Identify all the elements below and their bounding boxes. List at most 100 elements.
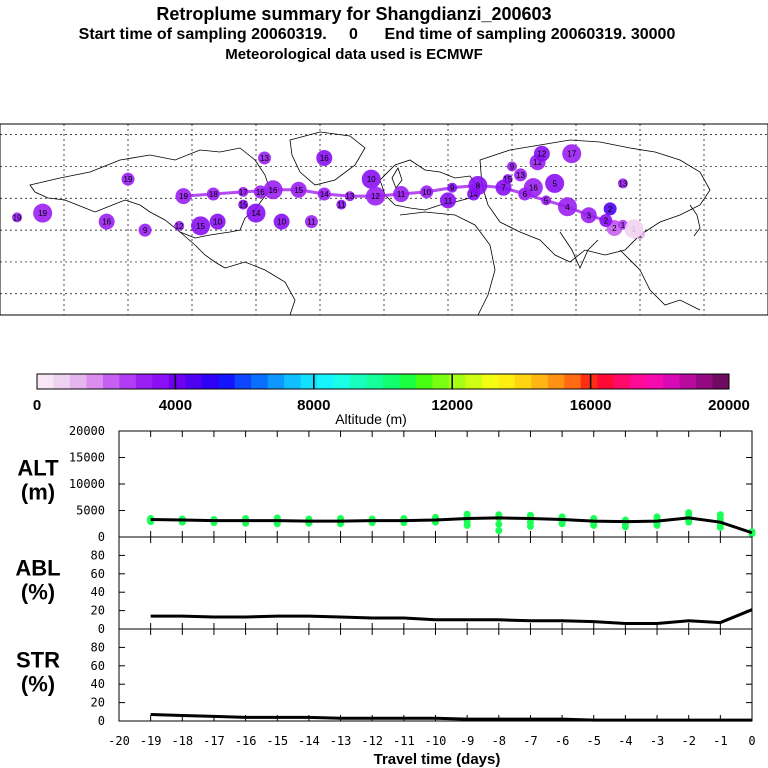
plume-marker-label: 18 [209,190,218,199]
plume-marker-label: 19 [179,192,188,201]
alt-scatter-point [495,520,503,528]
x-tick-label: -19 [140,734,162,748]
plume-marker [263,180,283,200]
plume-marker-label: 19 [38,209,47,218]
plume-marker [316,149,333,166]
alt-scatter-point [463,521,471,529]
plume-marker [495,179,512,196]
panel-alt: 0 5000 10000 15000 20000 ALT(m) [17,424,756,544]
south-america-outline [224,261,296,315]
colorbar-swatch [185,374,203,389]
colorbar-swatch [646,374,664,389]
colorbar-swatch [350,374,368,389]
asia-outline [479,139,711,263]
y-tick-label: 60 [91,567,105,581]
india-outline [559,231,599,269]
x-tick-label: -20 [108,734,130,748]
plume-marker-label: 9 [450,184,455,193]
alt-scatter-point [685,518,693,526]
alt-scatter-point [653,521,661,529]
plume-marker-label: 17 [567,150,576,159]
plume-marker-label: 13 [345,192,354,201]
colorbar-swatch [481,374,499,389]
greenland-outline [289,131,366,186]
y-tick-label: 20 [91,696,105,710]
panel-ylabel-top: ALT [17,456,59,481]
plume-marker [514,168,528,182]
y-tick-label: 80 [91,548,105,562]
plume-marker-label: 14 [469,190,478,199]
plume-marker [365,186,385,206]
colorbar-tick-label: 0 [33,397,41,414]
y-tick-label: 80 [91,640,105,654]
plume-marker-label: 16 [256,188,265,197]
panel-ylabel-bottom: (%) [21,580,55,605]
colorbar-swatch [679,374,697,389]
plume-marker-label: 9 [143,226,148,235]
panel-ylabel-top: STR [16,648,60,673]
plume-marker-label: 14 [252,209,261,218]
plume-marker [273,213,290,230]
uk-outline [391,167,403,189]
panel-ylabel-bottom: (m) [21,480,55,505]
plume-marker-label: 12 [533,158,542,167]
colorbar-swatch [119,374,137,389]
plume-marker [238,199,249,210]
sampling-time-line: Start time of sampling 20060319. 0 End t… [78,26,676,43]
plume-marker-label: 16 [102,218,111,227]
alt-scatter-point [716,523,724,531]
colorbar-swatch [37,374,54,389]
x-axis-label: Travel time (days) [374,751,501,768]
x-tick-label: -14 [298,734,320,748]
colorbar-swatch [168,374,186,389]
southeast-asia-outline [619,249,701,311]
plume-marker-label: 12 [537,150,546,159]
x-tick-label: -18 [171,734,193,748]
plume-marker [209,213,226,230]
plume-marker [420,185,434,199]
plume-marker-label: 13 [618,179,627,188]
plume-marker [121,172,135,186]
y-tick-label: 60 [91,659,105,673]
plume-marker [246,203,266,223]
alt-scatter-point [621,523,629,531]
plume-marker-label: 14 [320,190,329,199]
y-tick-label: 15000 [69,451,105,465]
colorbar-swatch [547,374,565,389]
plume-marker [447,182,458,193]
plume-marker-label: 19 [124,175,133,184]
alt-scatter-point [590,521,598,529]
y-tick-label: 5000 [76,504,105,518]
x-tick-label: -16 [235,734,257,748]
colorbar-swatch [69,374,87,389]
africa-outline [399,211,496,315]
plume-marker [617,178,628,189]
plume-marker-label: 11 [397,190,406,199]
plume-marker-label: 10 [277,218,286,227]
plume-marker [603,202,617,216]
plume-marker [533,145,550,162]
colorbar-swatch [564,374,582,389]
colorbar-swatch [53,374,71,389]
x-tick-label: -9 [460,734,474,748]
x-tick-label: -13 [330,734,352,748]
plume-marker-label: 5 [552,179,557,188]
x-tick-label: -5 [587,734,601,748]
plume-marker [304,215,318,229]
plume-marker [253,185,267,199]
plume-marker-label: 3 [587,211,592,220]
panel-ylabel-top: ABL [15,556,60,581]
plume-marker-label: 11 [307,218,316,227]
plume-marker-label: 10 [422,188,431,197]
plume-marker [98,213,115,230]
panel-frame [118,628,753,722]
plume-marker [12,212,23,223]
plume-marker [545,173,565,193]
x-tick-label: -7 [523,734,537,748]
plume-marker [206,187,220,201]
colorbar-swatch [531,374,549,389]
x-tick-label: 0 [748,734,755,748]
plume-marker-label: 16 [529,184,538,193]
colorbar-swatch [613,374,631,389]
